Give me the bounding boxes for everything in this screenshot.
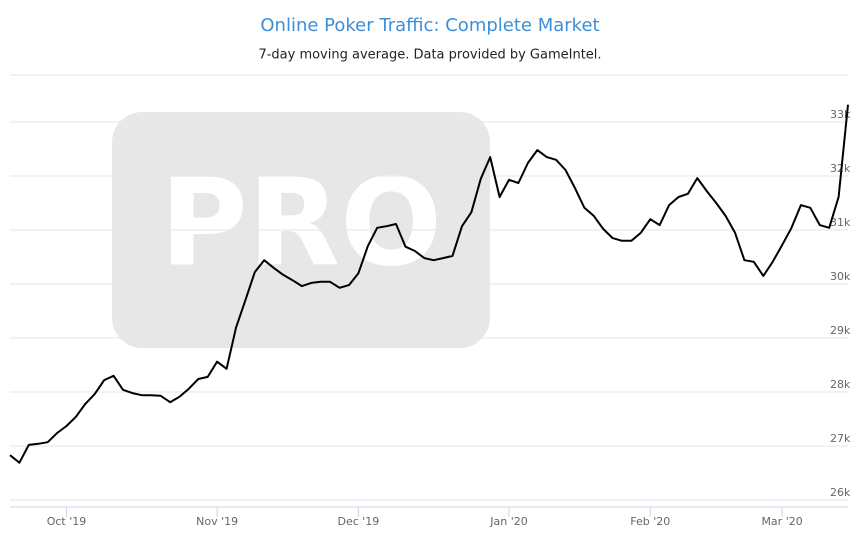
y-tick-label: 27k <box>830 432 851 445</box>
x-tick-label: Oct '19 <box>47 515 87 528</box>
y-tick-label: 30k <box>830 270 851 283</box>
x-tick-label: Jan '20 <box>489 515 527 528</box>
y-tick-label: 32k <box>830 162 851 175</box>
x-tick-label: Nov '19 <box>196 515 238 528</box>
chart-title: Online Poker Traffic: Complete Market <box>260 15 599 36</box>
x-tick-label: Mar '20 <box>761 515 802 528</box>
y-tick-label: 26k <box>830 486 851 499</box>
x-tick-label: Dec '19 <box>337 515 379 528</box>
x-tick-label: Feb '20 <box>630 515 670 528</box>
chart-subtitle: 7-day moving average. Data provided by G… <box>258 48 601 63</box>
line <box>9 104 849 464</box>
y-tick-label: 28k <box>830 378 851 391</box>
y-tick-label: 29k <box>830 324 851 337</box>
y-tick-label: 31k <box>830 216 851 229</box>
